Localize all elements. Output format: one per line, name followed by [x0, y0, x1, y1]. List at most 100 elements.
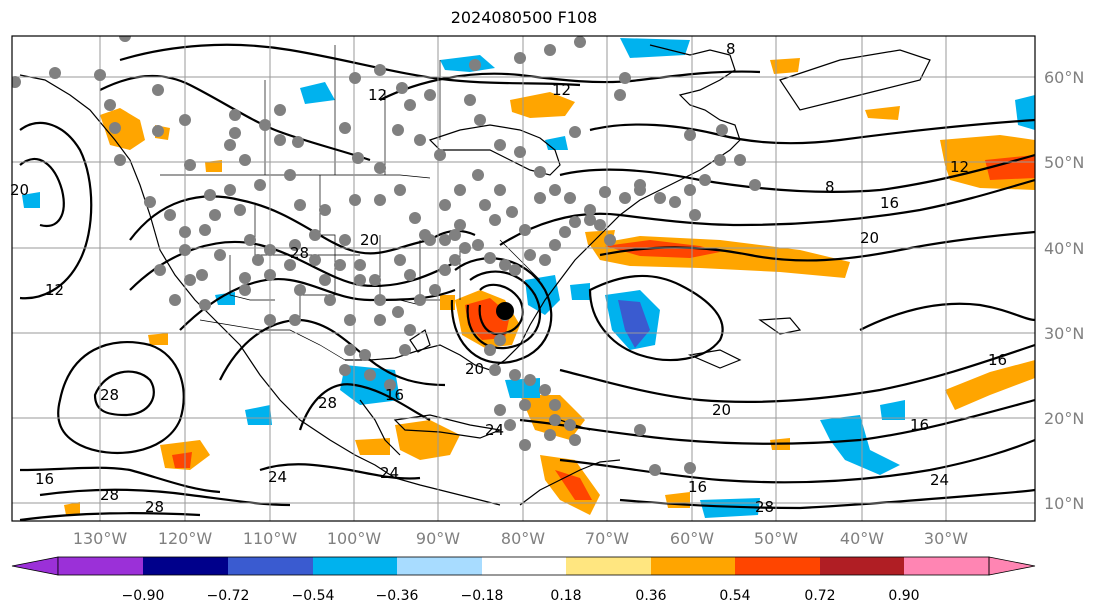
- station-dot: [394, 184, 406, 196]
- station-dot: [469, 59, 481, 71]
- contour-label: 24: [380, 464, 399, 482]
- latitude-labels: 60°N 50°N 40°N 30°N 20°N 10°N: [1044, 68, 1084, 513]
- station-dot: [109, 122, 121, 134]
- station-dot: [319, 274, 331, 286]
- station-dot: [494, 404, 506, 416]
- station-dot: [594, 219, 606, 231]
- station-dot: [239, 154, 251, 166]
- station-dot: [429, 284, 441, 296]
- map-frame: [11, 35, 1036, 522]
- contour-label: 28: [100, 386, 119, 404]
- colorbar-tick: 0.36: [635, 588, 666, 604]
- station-dot: [196, 269, 208, 281]
- station-dot: [184, 274, 196, 286]
- station-dot: [239, 272, 251, 284]
- station-dot: [439, 199, 451, 211]
- station-dot: [349, 194, 361, 206]
- colorbar-tick: −0.72: [207, 588, 250, 604]
- station-dot: [294, 284, 306, 296]
- station-dot: [199, 299, 211, 311]
- shade-orange-greenland: [770, 58, 800, 74]
- station-dot: [179, 244, 191, 256]
- station-dot: [354, 259, 366, 271]
- colorbar-swatch: [228, 557, 313, 575]
- colorbar-tick: −0.36: [376, 588, 419, 604]
- station-dot: [509, 264, 521, 276]
- station-dot: [489, 214, 501, 226]
- station-dot: [439, 234, 451, 246]
- contour-label: 28: [290, 244, 309, 262]
- shade-blue-ne: [620, 38, 690, 58]
- lon-label: 100°W: [327, 529, 382, 548]
- station-dot: [224, 139, 236, 151]
- colorbar-swatch: [820, 557, 904, 575]
- station-dot: [284, 169, 296, 181]
- station-dot: [454, 184, 466, 196]
- station-dot: [549, 239, 561, 251]
- contour-label: 16: [880, 194, 899, 212]
- colorbar-tick: −0.90: [122, 588, 165, 604]
- station-dot: [619, 192, 631, 204]
- contour-label: 16: [910, 416, 929, 434]
- station-dot: [104, 99, 116, 111]
- contour-label: 16: [35, 470, 54, 488]
- station-dot: [404, 324, 416, 336]
- contour-label: 20: [10, 181, 29, 199]
- station-dot: [569, 126, 581, 138]
- station-dot: [474, 114, 486, 126]
- station-dot: [509, 369, 521, 381]
- station-dot: [634, 424, 646, 436]
- lat-label: 20°N: [1044, 409, 1084, 428]
- station-dot: [396, 82, 408, 94]
- station-dot: [669, 196, 681, 208]
- contour-label: 28: [318, 394, 337, 412]
- coastlines: [19, 44, 931, 506]
- station-dot: [359, 349, 371, 361]
- shade-blue-hudson: [440, 55, 495, 72]
- station-dot: [654, 192, 666, 204]
- station-dot: [489, 364, 501, 376]
- shade-blue-pac: [22, 192, 40, 208]
- shade-blue-mexico2: [245, 405, 272, 425]
- station-dot: [534, 192, 546, 204]
- contour-label: 16: [385, 386, 404, 404]
- contour-label: 12: [45, 281, 64, 299]
- station-dot: [684, 462, 696, 474]
- colorbar-swatch: [735, 557, 820, 575]
- station-dot: [494, 334, 506, 346]
- station-dot: [399, 344, 411, 356]
- shade-orange-yucatan: [355, 438, 390, 455]
- contour-label: 24: [930, 471, 949, 489]
- station-dot: [434, 149, 446, 161]
- station-dot: [144, 196, 156, 208]
- shade-red-ne-atl: [985, 155, 1035, 180]
- lat-label: 50°N: [1044, 153, 1084, 172]
- station-dot: [484, 252, 496, 264]
- station-dot: [404, 269, 416, 281]
- colorbar-swatch: [651, 557, 735, 575]
- contour-label: 20: [712, 401, 731, 419]
- station-dot: [519, 399, 531, 411]
- station-dot: [179, 226, 191, 238]
- station-dot: [514, 146, 526, 158]
- station-dot: [584, 204, 596, 216]
- station-dot: [94, 69, 106, 81]
- station-dot: [649, 464, 661, 476]
- station-dot: [274, 104, 286, 116]
- shade-blue-trop3: [880, 400, 905, 420]
- contour-label: 12: [552, 81, 571, 99]
- station-dot: [349, 72, 361, 84]
- colorbar-low-arrow: [11, 556, 59, 576]
- colorbar-high-arrow: [988, 556, 1036, 576]
- station-dot: [454, 219, 466, 231]
- station-dot: [519, 224, 531, 236]
- station-dot: [544, 44, 556, 56]
- station-dot: [152, 84, 164, 96]
- station-dot: [352, 152, 364, 164]
- shade-orange-pac: [64, 502, 80, 515]
- station-dot: [459, 242, 471, 254]
- lat-label: 30°N: [1044, 324, 1084, 343]
- longitude-labels: 130°W 120°W 110°W 100°W 90°W 80°W 70°W 6…: [73, 529, 968, 548]
- lon-label: 110°W: [243, 529, 298, 548]
- station-dot: [449, 254, 461, 266]
